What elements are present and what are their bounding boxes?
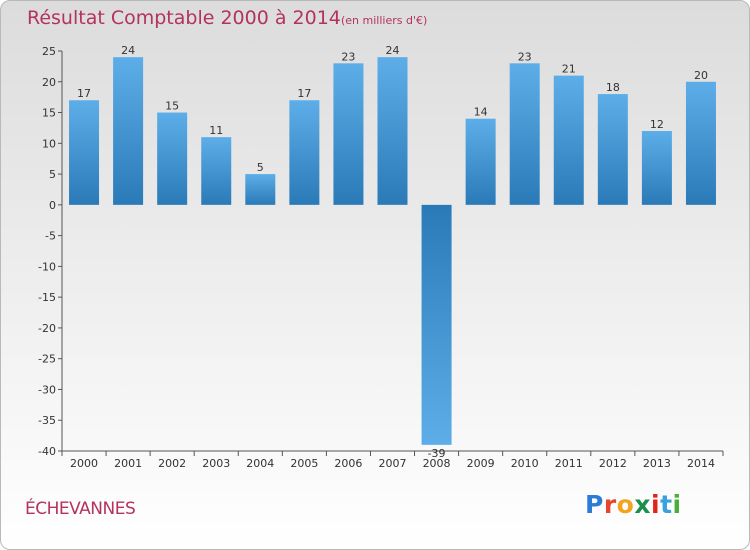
y-tick-label: -5 bbox=[45, 230, 56, 243]
bar bbox=[421, 204, 452, 445]
x-tick-label: 2005 bbox=[290, 457, 318, 470]
data-label: 21 bbox=[562, 63, 576, 76]
data-label: 24 bbox=[386, 44, 400, 57]
y-tick-label: -25 bbox=[38, 353, 56, 366]
x-tick-label: 2014 bbox=[687, 457, 715, 470]
data-label: 11 bbox=[209, 124, 223, 137]
x-tick-label: 2002 bbox=[158, 457, 186, 470]
logo-letter: i bbox=[651, 490, 661, 519]
bar bbox=[289, 100, 320, 205]
commune-name: ÉCHEVANNES bbox=[25, 499, 136, 519]
data-label: 17 bbox=[77, 87, 91, 100]
data-label: 23 bbox=[341, 50, 355, 63]
x-tick-label: 2001 bbox=[114, 457, 142, 470]
logo-letter: x bbox=[634, 490, 651, 519]
y-tick-label: 5 bbox=[49, 168, 56, 181]
bar bbox=[685, 81, 716, 205]
bar bbox=[333, 63, 364, 205]
bar bbox=[69, 100, 100, 205]
data-label: 14 bbox=[474, 106, 488, 119]
x-tick-label: 2004 bbox=[246, 457, 274, 470]
y-tick-label: -30 bbox=[38, 383, 56, 396]
x-tick-label: 2010 bbox=[511, 457, 539, 470]
bar bbox=[509, 63, 540, 205]
bar bbox=[157, 112, 188, 205]
y-tick-label: 0 bbox=[49, 199, 56, 212]
x-tick-label: 2012 bbox=[599, 457, 627, 470]
data-label: 12 bbox=[650, 118, 664, 131]
proxiti-logo[interactable]: Proxiti bbox=[585, 490, 682, 519]
y-tick-label: 10 bbox=[42, 137, 56, 150]
data-label: -39 bbox=[428, 447, 446, 460]
bar bbox=[201, 137, 232, 205]
bar bbox=[553, 75, 584, 205]
y-tick-label: -40 bbox=[38, 445, 56, 458]
x-tick-label: 2008 bbox=[423, 457, 451, 470]
data-label: 24 bbox=[121, 44, 135, 57]
bar bbox=[377, 57, 408, 205]
y-tick-label: -20 bbox=[38, 322, 56, 335]
y-tick-label: 15 bbox=[42, 107, 56, 120]
data-label: 5 bbox=[257, 161, 264, 174]
x-tick-label: 2007 bbox=[379, 457, 407, 470]
chart-title: Résultat Comptable 2000 à 2014 bbox=[27, 7, 341, 29]
logo-letter: r bbox=[603, 490, 617, 519]
bar bbox=[597, 94, 628, 205]
x-tick-label: 2009 bbox=[467, 457, 495, 470]
logo-letter: P bbox=[585, 490, 604, 519]
logo-letter: o bbox=[616, 490, 635, 519]
y-tick-label: 20 bbox=[42, 76, 56, 89]
bar bbox=[641, 131, 672, 205]
x-tick-label: 2003 bbox=[202, 457, 230, 470]
x-tick-label: 2011 bbox=[555, 457, 583, 470]
data-label: 15 bbox=[165, 100, 179, 113]
data-label: 23 bbox=[518, 50, 532, 63]
bar bbox=[113, 57, 144, 205]
y-tick-label: -10 bbox=[38, 260, 56, 273]
data-label: 20 bbox=[694, 69, 708, 82]
x-tick-label: 2013 bbox=[643, 457, 671, 470]
bar bbox=[245, 174, 276, 205]
y-tick-label: -35 bbox=[38, 414, 56, 427]
logo-letter: i bbox=[672, 490, 682, 519]
x-tick-label: 2000 bbox=[70, 457, 98, 470]
y-tick-label: -15 bbox=[38, 291, 56, 304]
x-tick-label: 2006 bbox=[334, 457, 362, 470]
bar bbox=[465, 118, 496, 205]
y-tick-label: 25 bbox=[42, 45, 56, 58]
data-label: 17 bbox=[297, 87, 311, 100]
logo-letter: t bbox=[660, 490, 673, 519]
chart-subtitle: (en milliers d'€) bbox=[341, 14, 428, 27]
data-label: 18 bbox=[606, 81, 620, 94]
